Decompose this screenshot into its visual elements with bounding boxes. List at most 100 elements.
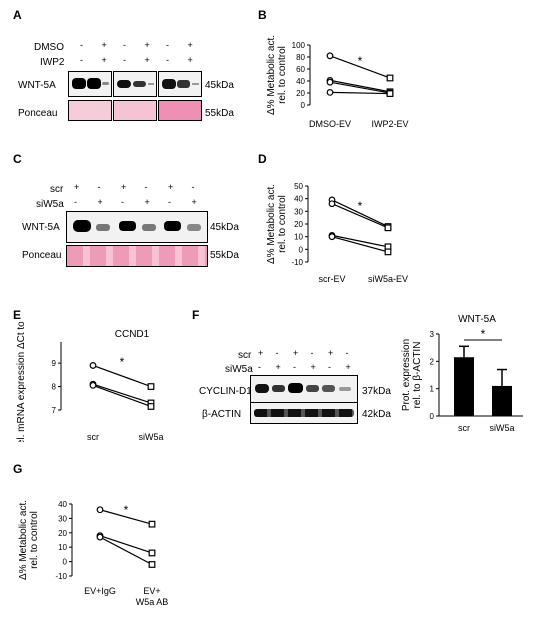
significance-star: * xyxy=(124,503,129,517)
y-tick-label: 2 xyxy=(430,357,435,366)
wnt5a-kda-a: 45kDa xyxy=(205,80,234,91)
series-line xyxy=(92,384,152,408)
chart-g: Δ% Metabolic act. rel. to control -10 0 10 20… xyxy=(18,500,168,607)
siw5a-row-label-f: siW5a xyxy=(225,364,253,375)
significance-star: * xyxy=(358,54,363,68)
series-line xyxy=(329,55,391,79)
y-tick-label: 7 xyxy=(52,406,57,415)
y-tick-label: 1 xyxy=(430,385,435,394)
y-tick-label: 0 xyxy=(301,101,306,110)
y-tick-label: 0 xyxy=(63,558,68,567)
x-category-label: siW5a xyxy=(138,432,163,442)
series-line xyxy=(92,383,152,404)
sign-mark: + xyxy=(168,182,174,192)
cyclind1-kda: 37kDa xyxy=(362,386,391,397)
y-tick-label: 3 xyxy=(430,330,435,339)
wnt5a-blot-a-3 xyxy=(158,71,202,97)
beta-actin-blot xyxy=(250,402,358,424)
data-point-square xyxy=(384,224,392,232)
sign-mark: + xyxy=(101,40,107,50)
data-point-circle xyxy=(328,200,336,208)
sign-mark: + xyxy=(258,348,264,358)
siw5a-row-label-c: siW5a xyxy=(36,199,64,210)
y-axis-label: Δ% Metabolic act. xyxy=(266,35,277,115)
sign-mark: + xyxy=(121,182,127,192)
significance-star: * xyxy=(358,199,363,213)
panel-label-e: E xyxy=(13,308,22,322)
data-point-square xyxy=(386,74,394,82)
sign-mark: - xyxy=(144,182,148,192)
sign-mark: - xyxy=(258,362,261,372)
panel-label-a: A xyxy=(13,8,22,22)
data-point-circle xyxy=(89,362,97,369)
panel-label-d: D xyxy=(258,152,267,166)
sign-mark: - xyxy=(121,197,124,207)
bar xyxy=(492,385,512,416)
y-axis-label: rel. to control xyxy=(277,46,288,104)
data-point-circle xyxy=(326,89,334,96)
significance-star: * xyxy=(120,355,125,369)
data-point-square xyxy=(148,561,156,568)
sign-mark: - xyxy=(80,55,83,65)
x-category-label: IWP2-EV xyxy=(371,119,408,129)
ponceau-label-c: Ponceau xyxy=(22,250,62,261)
sign-mark: + xyxy=(144,40,150,50)
y-tick-label: 80 xyxy=(296,53,305,62)
dmso-row-label: DMSO xyxy=(34,42,64,53)
series-line xyxy=(99,509,153,525)
sign-mark: + xyxy=(191,197,197,207)
wnt5a-label-c: WNT-5A xyxy=(22,222,60,233)
wnt5a-blot-c xyxy=(66,211,208,243)
y-tick-label: 20 xyxy=(294,220,303,229)
data-point-circle xyxy=(89,381,97,389)
data-point-circle xyxy=(328,233,336,241)
ponceau-kda-c: 55kDa xyxy=(210,250,239,261)
series-line xyxy=(99,536,153,566)
sign-mark: - xyxy=(293,362,296,372)
sign-mark: - xyxy=(191,182,195,192)
x-category-label: siW5a xyxy=(489,423,514,433)
x-category-label: DMSO-EV xyxy=(309,119,351,129)
series-line xyxy=(331,203,389,229)
x-category-label: scr xyxy=(458,423,470,433)
chart-title: CCND1 xyxy=(115,329,150,340)
panel-label-b: B xyxy=(258,8,267,22)
x-category-label: siW5a-EV xyxy=(368,274,408,284)
y-tick-label: 30 xyxy=(58,514,67,523)
sign-mark: - xyxy=(345,348,349,358)
sign-mark: + xyxy=(328,348,334,358)
y-tick-label: 10 xyxy=(58,543,67,552)
series-line xyxy=(92,364,152,388)
chart-e: Rel. mRNA expression ΔCt to Hprt CCND1 7 8 9… xyxy=(16,322,164,442)
sign-mark: - xyxy=(74,197,77,207)
sign-mark: - xyxy=(123,40,126,50)
wnt5a-label-a: WNT-5A xyxy=(18,80,56,91)
sign-mark: + xyxy=(101,55,107,65)
data-point-circle xyxy=(326,78,334,86)
y-tick-label: 100 xyxy=(292,41,306,50)
data-point-circle xyxy=(96,533,104,541)
y-tick-label: 20 xyxy=(58,529,67,538)
y-axis-label: Prot. expression xyxy=(401,339,412,411)
cyclind1-blot xyxy=(250,375,358,403)
sign-mark: + xyxy=(187,40,193,50)
cyclind1-label: CYCLIN-D1 xyxy=(199,386,252,397)
scr-row-label-f: scr xyxy=(238,350,252,361)
sign-mark: + xyxy=(97,197,103,207)
sign-mark: + xyxy=(345,362,351,372)
chart-b: Δ% Metabolic act. rel. to control 0 20 40 60 8… xyxy=(266,35,409,129)
data-point-square xyxy=(386,90,394,97)
ponceau-strip-a-2 xyxy=(113,100,157,121)
ponceau-strip-a-1 xyxy=(68,100,112,121)
sign-mark: - xyxy=(123,55,126,65)
y-tick-label: 9 xyxy=(52,359,57,368)
data-point-square xyxy=(148,549,156,557)
bar xyxy=(454,357,474,416)
y-tick-label: -10 xyxy=(55,572,67,581)
scr-row-label-c: scr xyxy=(50,184,64,195)
data-point-circle xyxy=(326,52,334,60)
chart-f: WNT-5A Prot. expression rel. to β-ACTIN 0 1 2… xyxy=(401,314,523,433)
sign-mark: - xyxy=(310,348,314,358)
chart-d: Δ% Metabolic act. rel. to control-10 0 10 20… xyxy=(266,182,408,284)
y-tick-label: 30 xyxy=(294,207,303,216)
